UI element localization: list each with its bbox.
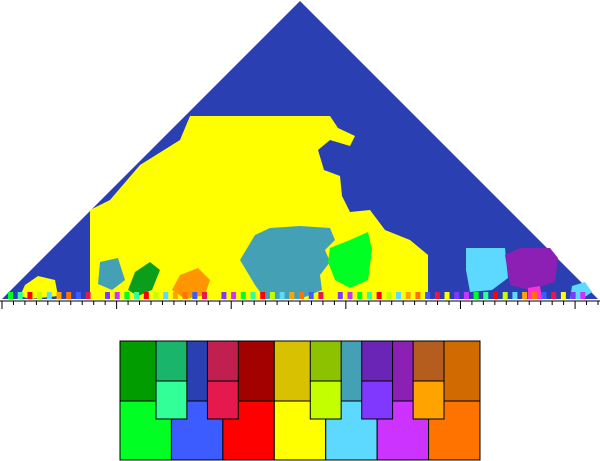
scape-speckle bbox=[328, 292, 334, 299]
scape-speckle bbox=[357, 292, 363, 299]
scape-speckle bbox=[425, 292, 431, 299]
scape-speckle bbox=[211, 292, 217, 299]
scape-speckle bbox=[580, 292, 586, 299]
scape-speckle bbox=[114, 292, 120, 299]
scape-speckle bbox=[124, 292, 130, 299]
scape-speckle bbox=[522, 292, 528, 299]
scape-speckle bbox=[551, 292, 557, 299]
scape-speckle bbox=[163, 292, 169, 299]
scape-speckle bbox=[46, 292, 52, 299]
scape-speckle bbox=[512, 292, 518, 299]
teal-region bbox=[98, 258, 125, 290]
scape-speckle bbox=[318, 292, 324, 299]
scape-speckle bbox=[143, 292, 149, 299]
legend-black-upper-1 bbox=[206, 340, 239, 382]
legend-black-upper-2 bbox=[309, 340, 342, 382]
legend-black-upper-0 bbox=[155, 340, 188, 382]
scape-speckle bbox=[250, 292, 256, 299]
scape-speckle bbox=[366, 292, 372, 299]
scape-speckle bbox=[202, 292, 207, 299]
legend-black-lower-4 bbox=[412, 380, 445, 420]
legend-cells bbox=[119, 340, 481, 461]
scape-speckle bbox=[221, 292, 227, 299]
scape-speckle bbox=[376, 292, 382, 299]
legend-black-lower-2 bbox=[309, 380, 342, 420]
legend-black-upper-3 bbox=[361, 340, 394, 382]
scape-speckle bbox=[454, 292, 460, 299]
scape-speckles bbox=[8, 292, 586, 299]
purple-region bbox=[505, 248, 558, 290]
scape-speckle bbox=[182, 292, 188, 299]
scape-speckle bbox=[473, 292, 479, 299]
legend-black-lower-0 bbox=[155, 380, 188, 420]
scape-speckle bbox=[308, 292, 314, 299]
scape-speckle bbox=[560, 292, 566, 299]
scape-speckle bbox=[37, 292, 43, 299]
scape-speckle bbox=[231, 292, 237, 299]
legend-black-lower-1 bbox=[206, 380, 239, 420]
scape-speckle bbox=[105, 292, 110, 299]
orange-region bbox=[172, 268, 210, 299]
scape-speckle bbox=[8, 292, 13, 299]
scape-speckle bbox=[493, 292, 498, 299]
scape-speckle bbox=[153, 292, 159, 299]
teal-region bbox=[240, 226, 335, 299]
legend-black-upper-4 bbox=[412, 340, 445, 382]
scape-speckle bbox=[240, 292, 246, 299]
scape-speckle bbox=[27, 292, 33, 299]
scape-speckle bbox=[269, 292, 275, 299]
green-region bbox=[328, 232, 372, 288]
legend-border bbox=[119, 340, 481, 461]
scape-speckle bbox=[85, 292, 91, 299]
scape-speckle bbox=[415, 292, 421, 299]
scape-speckle bbox=[299, 292, 304, 299]
scape-speckle bbox=[289, 292, 295, 299]
scape-speckle bbox=[56, 292, 62, 299]
scape-speckle bbox=[75, 292, 81, 299]
scape-speckle bbox=[260, 292, 266, 299]
scape-speckle bbox=[502, 292, 508, 299]
scape-speckle bbox=[405, 292, 411, 299]
scape-speckle bbox=[444, 292, 450, 299]
scape-speckle bbox=[17, 292, 23, 299]
axis-ticks bbox=[1, 301, 599, 309]
cyan-region bbox=[466, 248, 508, 292]
scape-speckle bbox=[396, 292, 401, 299]
scape-speckle bbox=[434, 292, 440, 299]
scape-speckle bbox=[95, 292, 101, 299]
scape-speckle bbox=[172, 292, 178, 299]
scape-speckle bbox=[386, 292, 392, 299]
scape-speckle bbox=[66, 292, 72, 299]
scape-speckle bbox=[531, 292, 537, 299]
scape-speckle bbox=[337, 292, 343, 299]
legend-black-lower-3 bbox=[361, 380, 394, 420]
darkgreen-region bbox=[128, 262, 160, 296]
scape-speckle bbox=[463, 292, 469, 299]
scape-speckle bbox=[483, 292, 489, 299]
scape-speckle bbox=[134, 292, 140, 299]
scape-speckle bbox=[570, 292, 576, 299]
scape-speckle bbox=[347, 292, 353, 299]
scape-speckle bbox=[192, 292, 198, 299]
scape-speckle bbox=[279, 292, 285, 299]
scape-speckle bbox=[541, 292, 547, 299]
